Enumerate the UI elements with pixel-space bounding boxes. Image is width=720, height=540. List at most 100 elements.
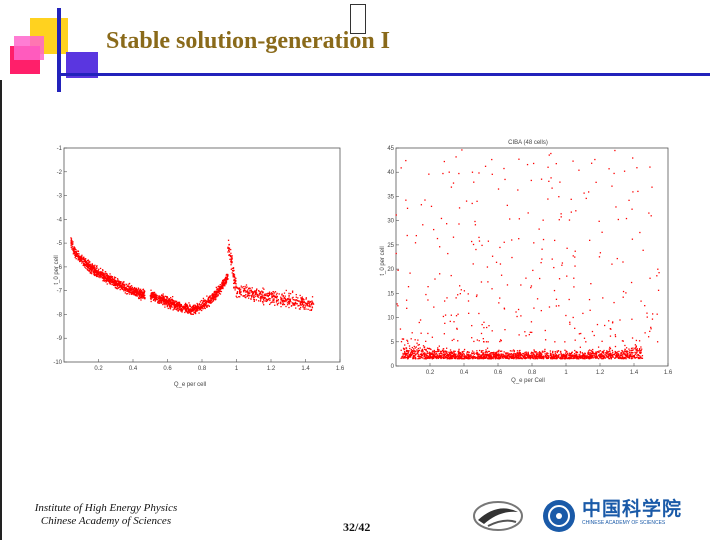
scatter-point <box>230 252 232 254</box>
scatter-point <box>487 341 489 343</box>
scatter-point <box>72 247 75 250</box>
scatter-point <box>488 355 491 357</box>
scatter-point <box>460 352 462 354</box>
scatter-point <box>463 357 466 359</box>
scatter-point <box>424 353 426 355</box>
scatter-point <box>86 260 89 262</box>
scatter-point <box>596 356 598 358</box>
scatter-point <box>534 358 537 360</box>
scatter-point <box>141 291 143 294</box>
scatter-point <box>582 354 584 357</box>
scatter-point <box>529 358 532 360</box>
scatter-point <box>573 277 575 279</box>
scatter-point <box>199 305 201 307</box>
scatter-point <box>588 352 590 354</box>
scatter-point <box>153 293 155 295</box>
scatter-point <box>219 286 221 289</box>
scatter-point <box>220 286 222 288</box>
scatter-point <box>619 319 621 321</box>
scatter-point <box>467 353 470 356</box>
scatter-point <box>264 296 266 299</box>
scatter-point <box>138 294 140 296</box>
scatter-point <box>199 306 201 308</box>
scatter-point <box>234 276 236 279</box>
scatter-point <box>630 349 633 351</box>
scatter-point <box>579 351 582 353</box>
scatter-point <box>587 355 589 357</box>
scatter-point <box>494 356 496 358</box>
scatter-point <box>282 299 284 302</box>
scatter-point <box>180 303 183 306</box>
scatter-point <box>164 300 166 303</box>
scatter-point <box>169 299 171 301</box>
scatter-point <box>608 168 610 170</box>
scatter-point <box>498 356 500 358</box>
scatter-point <box>202 297 205 300</box>
scatter-point <box>298 300 301 302</box>
scatter-point <box>639 350 641 352</box>
scatter-point <box>467 354 470 356</box>
scatter-point <box>424 199 426 201</box>
scatter-point <box>137 292 139 294</box>
scatter-point <box>96 275 98 277</box>
scatter-point <box>99 271 101 273</box>
scatter-point <box>560 350 562 353</box>
scatter-point <box>412 357 414 359</box>
scatter-point <box>161 299 164 301</box>
scatter-point <box>305 298 307 300</box>
scatter-point <box>100 274 102 276</box>
scatter-point <box>547 198 549 200</box>
scatter-point <box>94 267 96 270</box>
x-tick-label: 0.8 <box>198 366 207 372</box>
scatter-point <box>617 354 620 356</box>
scatter-point <box>471 352 473 354</box>
scatter-point <box>105 281 107 283</box>
scatter-point <box>457 355 459 357</box>
scatter-point <box>288 300 290 302</box>
scatter-point <box>451 352 454 355</box>
scatter-point <box>253 291 255 293</box>
scatter-point <box>518 218 521 220</box>
scatter-point <box>585 355 588 358</box>
scatter-point <box>416 353 418 355</box>
scatter-point <box>185 303 187 305</box>
scatter-point <box>184 304 186 306</box>
scatter-point <box>206 306 208 308</box>
scatter-point <box>404 352 406 354</box>
scatter-point <box>118 286 121 288</box>
scatter-point <box>126 283 128 285</box>
scatter-point <box>599 350 602 352</box>
scatter-point <box>583 192 585 194</box>
scatter-point <box>461 149 463 151</box>
scatter-point <box>595 355 597 357</box>
scatter-point <box>276 295 278 298</box>
scatter-point <box>550 354 552 356</box>
scatter-point <box>136 292 138 295</box>
scatter-point <box>624 354 626 356</box>
scatter-point <box>426 356 428 358</box>
scatter-point <box>424 352 426 354</box>
scatter-point <box>173 303 175 306</box>
scatter-point <box>627 353 629 355</box>
scatter-point <box>293 304 295 306</box>
scatter-point <box>492 357 494 360</box>
scatter-point <box>538 357 540 359</box>
scatter-point <box>429 352 431 354</box>
scatter-point <box>252 298 255 300</box>
scatter-point <box>464 355 466 357</box>
scatter-point <box>485 350 487 353</box>
scatter-point <box>637 356 639 358</box>
scatter-point <box>417 344 419 346</box>
scatter-point <box>609 352 611 354</box>
scatter-point <box>541 258 543 260</box>
scatter-point <box>115 280 117 283</box>
scatter-point <box>557 355 559 357</box>
scatter-point <box>595 352 598 355</box>
scatter-point <box>233 287 235 289</box>
scatter-point <box>553 353 555 356</box>
scatter-point <box>134 286 136 289</box>
scatter-point <box>409 272 411 274</box>
scatter-point <box>591 356 593 359</box>
scatter-point <box>486 353 489 356</box>
scatter-point <box>312 303 315 305</box>
